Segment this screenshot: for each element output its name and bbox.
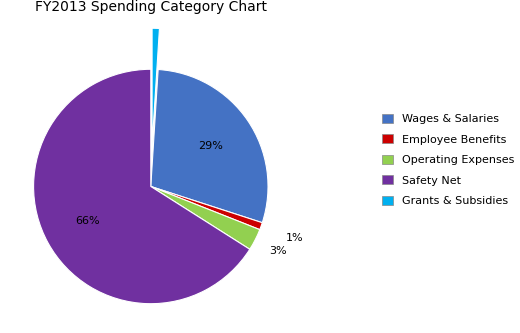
Wedge shape — [151, 70, 268, 223]
Text: 66%: 66% — [75, 216, 99, 226]
Text: 29%: 29% — [199, 141, 224, 151]
Legend: Wages & Salaries, Employee Benefits, Operating Expenses, Safety Net, Grants & Su: Wages & Salaries, Employee Benefits, Ope… — [382, 114, 514, 206]
Wedge shape — [151, 186, 262, 230]
Title: FY2013 Spending Category Chart: FY2013 Spending Category Chart — [35, 0, 267, 14]
Text: 3%: 3% — [269, 246, 287, 256]
Wedge shape — [34, 69, 250, 304]
Wedge shape — [151, 186, 260, 249]
Wedge shape — [152, 28, 160, 146]
Text: 1%: 1% — [285, 233, 303, 243]
